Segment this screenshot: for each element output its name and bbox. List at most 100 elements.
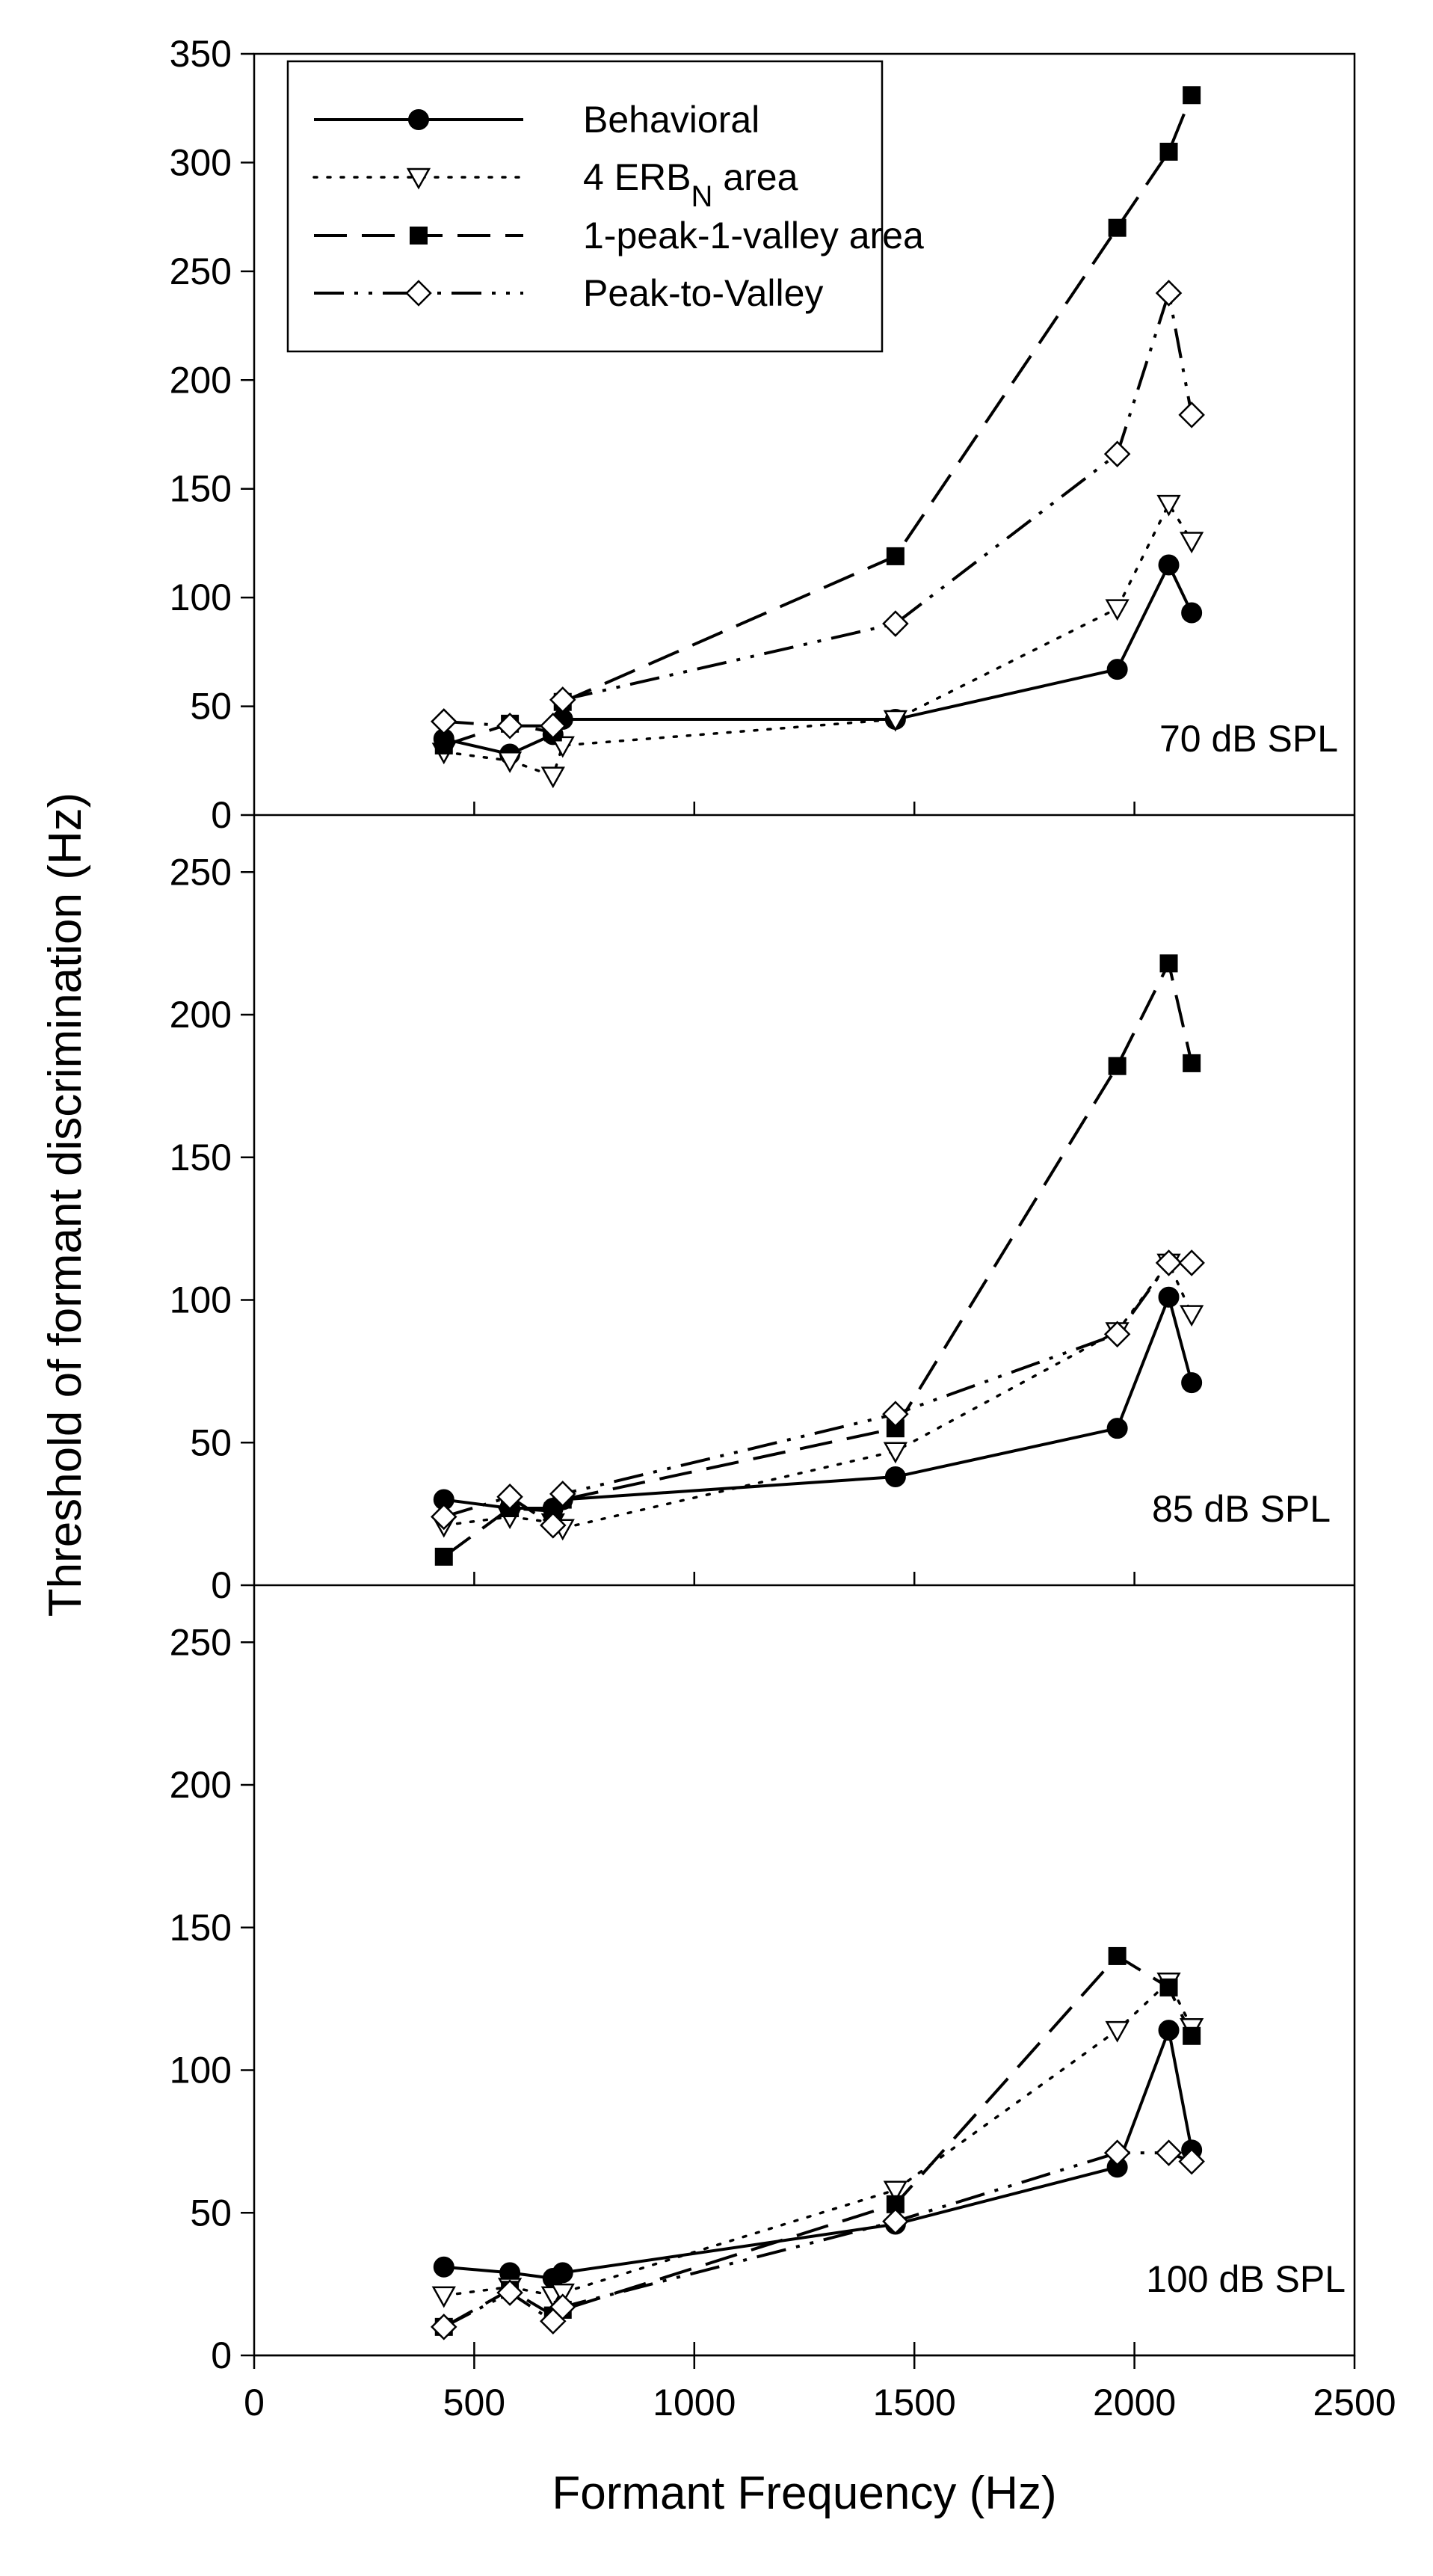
x-tick-label: 0 <box>244 2382 265 2423</box>
data-point <box>1183 86 1201 105</box>
legend-label: 1-peak-1-valley area <box>583 215 924 256</box>
y-tick-label: 100 <box>170 577 232 618</box>
y-tick-label: 200 <box>170 994 232 1036</box>
data-point <box>1159 1978 1178 1996</box>
data-point <box>884 1466 906 1488</box>
data-point <box>1178 402 1205 428</box>
data-point <box>1183 1054 1201 1072</box>
x-tick-label: 2500 <box>1313 2382 1396 2423</box>
legend-marker <box>405 280 432 307</box>
legend-marker <box>406 167 431 190</box>
data-point <box>549 2293 576 2320</box>
data-point <box>496 712 523 740</box>
data-point <box>1159 142 1178 161</box>
data-point <box>1183 2026 1201 2045</box>
panel-label: 70 dB SPL <box>1159 718 1338 760</box>
x-axis-title: Formant Frequency (Hz) <box>552 2468 1056 2519</box>
data-point <box>431 1503 457 1531</box>
series-line <box>443 1979 1193 2297</box>
y-tick-label: 0 <box>211 1564 232 1606</box>
y-tick-label: 200 <box>170 1764 232 1806</box>
data-point <box>1103 1321 1131 1348</box>
y-tick-label: 50 <box>190 686 232 728</box>
data-point <box>1105 2020 1130 2043</box>
x-tick-label: 1000 <box>653 2382 736 2423</box>
data-point <box>1103 2139 1131 2166</box>
x-tick-label: 1500 <box>873 2382 956 2423</box>
data-point <box>883 2180 908 2203</box>
legend-marker <box>408 109 429 130</box>
data-point <box>882 610 909 637</box>
legend-marker <box>410 227 428 245</box>
data-point <box>1181 602 1203 624</box>
data-point <box>540 766 565 789</box>
y-axis-title: Threshold of formant discrimination (Hz) <box>40 793 91 1617</box>
data-point <box>496 1483 523 1510</box>
data-point <box>883 1442 908 1464</box>
data-point <box>434 736 453 754</box>
legend-label: Peak-to-Valley <box>583 272 823 314</box>
data-point <box>552 2262 573 2284</box>
data-point <box>550 736 575 758</box>
data-point <box>497 751 523 773</box>
legend-box <box>286 60 884 353</box>
data-point <box>540 1512 567 1539</box>
data-point <box>1180 532 1204 554</box>
data-point <box>1155 1249 1183 1276</box>
data-point <box>1180 1305 1204 1327</box>
y-tick-label: 200 <box>170 359 232 401</box>
data-point <box>1158 1286 1180 1308</box>
panel-label: 85 dB SPL <box>1152 1488 1331 1530</box>
data-point <box>1158 554 1180 576</box>
y-tick-label: 250 <box>170 1621 232 1663</box>
x-tick-label: 2000 <box>1093 2382 1176 2423</box>
data-point <box>431 2314 457 2340</box>
data-point <box>1108 1946 1127 1965</box>
y-tick-label: 100 <box>170 1279 232 1321</box>
y-tick-label: 250 <box>170 851 232 893</box>
data-point <box>1106 659 1128 680</box>
data-point <box>1158 2020 1180 2041</box>
series-line <box>443 1261 1192 1528</box>
y-tick-label: 250 <box>170 250 232 292</box>
data-point <box>431 708 457 735</box>
data-point <box>540 712 567 740</box>
series-line <box>443 2024 1194 2281</box>
y-tick-label: 50 <box>190 1421 232 1463</box>
data-point <box>1178 2148 1205 2175</box>
y-tick-label: 150 <box>170 1907 232 1949</box>
legend-label: Behavioral <box>583 99 759 141</box>
data-point <box>1155 2139 1183 2166</box>
data-point <box>1105 599 1130 621</box>
panel-label: 100 dB SPL <box>1146 2258 1346 2300</box>
x-tick-label: 500 <box>443 2382 505 2423</box>
data-point <box>882 1401 909 1427</box>
y-tick-label: 150 <box>170 468 232 510</box>
series-line <box>443 501 1193 778</box>
data-point <box>1108 218 1127 237</box>
data-point <box>496 2279 523 2306</box>
y-tick-label: 0 <box>211 2334 232 2376</box>
y-tick-label: 300 <box>170 141 232 183</box>
data-point <box>1108 1057 1127 1075</box>
data-point <box>1156 494 1181 517</box>
y-tick-label: 0 <box>211 794 232 836</box>
panel-2: 0 50 100 150 200 250 100 dB SPL <box>170 1621 1355 2376</box>
data-point <box>549 686 576 713</box>
data-point <box>1103 440 1131 467</box>
series-line <box>443 292 1194 728</box>
y-tick-label: 350 <box>170 33 232 75</box>
data-point <box>431 2286 456 2308</box>
data-point <box>1159 954 1178 973</box>
y-tick-label: 150 <box>170 1137 232 1178</box>
data-point <box>882 2207 909 2235</box>
y-tick-label: 50 <box>190 2192 232 2234</box>
y-tick-label: 100 <box>170 2050 232 2091</box>
series-line <box>443 959 1194 1558</box>
series-line <box>443 1292 1194 1510</box>
data-point <box>1106 1418 1128 1439</box>
data-point <box>883 710 908 732</box>
